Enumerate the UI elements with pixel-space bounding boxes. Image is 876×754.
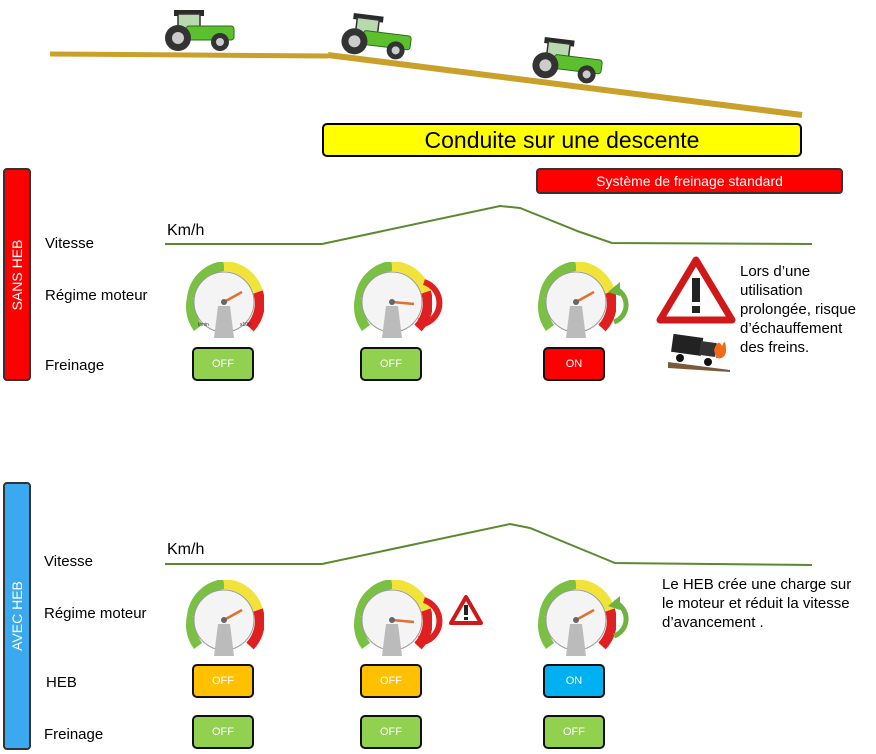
rpm-gauge-icon	[353, 262, 432, 338]
descent-road	[327, 52, 803, 118]
row-label-vitesse: Vitesse	[44, 553, 93, 570]
row-label-regime: Régime moteur	[45, 287, 148, 304]
rpm-gauge-icon	[353, 580, 432, 656]
rotation-arrow-icon	[608, 282, 629, 325]
rotation-arrow-icon	[608, 596, 629, 639]
row-label-heb: HEB	[46, 674, 77, 691]
tractor-icon	[165, 10, 235, 51]
page-title: Conduite sur une descente	[424, 126, 700, 153]
section-label-avec-heb: AVEC HEB	[3, 482, 31, 750]
title-box: Conduite sur une descente	[322, 123, 802, 157]
freinage-state-3: ON	[543, 347, 605, 381]
warning-triangle-icon	[656, 256, 736, 324]
rpm-gauge-icon	[185, 580, 264, 656]
freinage-state-2: OFF	[360, 715, 422, 749]
freinage-state-2: OFF	[360, 347, 422, 381]
freinage-state-1: OFF	[192, 347, 254, 381]
rpm-gauge-icon: t/min x100	[185, 262, 264, 338]
svg-text:t/min: t/min	[198, 322, 209, 328]
heb-state-1: OFF	[192, 664, 254, 698]
rpm-gauge-icon	[537, 580, 616, 656]
rpm-gauge-icon	[537, 262, 616, 338]
terrain-diagram	[49, 10, 803, 118]
tractor-icon	[532, 36, 603, 84]
warning-text: Lors d’une utilisation prolongée, risque…	[740, 263, 856, 356]
row-label-freinage: Freinage	[45, 357, 105, 374]
rotation-arrow-icon	[418, 279, 443, 330]
heb-note: Le HEB crée une charge sur le moteur et …	[662, 576, 852, 631]
flat-road	[49, 51, 329, 59]
heb-state-2: OFF	[360, 664, 422, 698]
speed-unit-label: Km/h	[167, 222, 205, 239]
overheating-truck-icon	[668, 333, 730, 372]
freinage-state-1: OFF	[192, 715, 254, 749]
row-label-vitesse: Vitesse	[45, 235, 94, 252]
svg-text:x100: x100	[240, 322, 251, 328]
row-label-regime: Régime moteur	[44, 605, 147, 622]
row-label-freinage: Freinage	[44, 726, 104, 743]
section-label-sans-heb: SANS HEB	[3, 168, 31, 381]
warning-triangle-icon	[449, 595, 483, 625]
rotation-arrow-icon	[418, 597, 443, 648]
speed-unit-label: Km/h	[167, 541, 205, 558]
brake-banner: Système de freinage standard	[536, 168, 843, 194]
heb-state-3: ON	[543, 664, 605, 698]
freinage-state-3: OFF	[543, 715, 605, 749]
tractor-icon	[341, 12, 412, 60]
